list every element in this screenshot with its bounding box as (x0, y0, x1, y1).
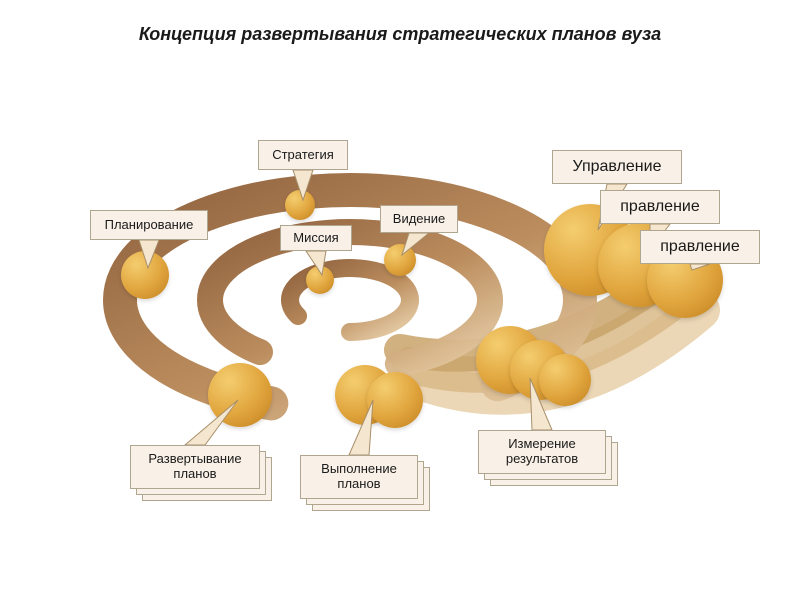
manage3-label: правление (640, 230, 760, 264)
manage3-label-pointer (0, 0, 800, 600)
